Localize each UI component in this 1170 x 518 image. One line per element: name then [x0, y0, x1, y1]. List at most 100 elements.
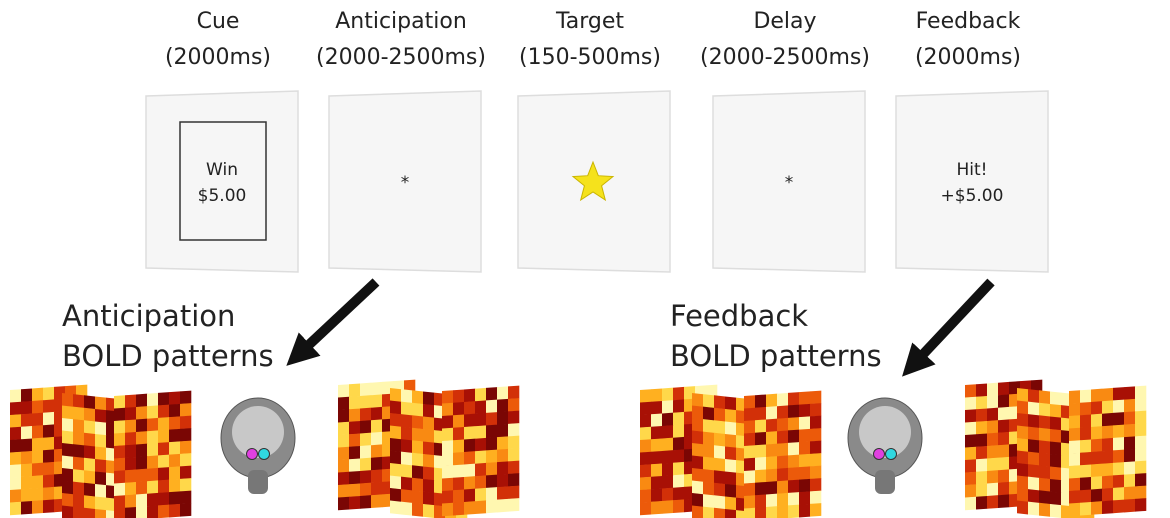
- heat-cell: [703, 406, 715, 421]
- heat-cell: [125, 506, 137, 518]
- heat-cell: [497, 461, 509, 475]
- heat-cell: [10, 489, 22, 503]
- heat-cell: [32, 462, 44, 477]
- heat-cell: [464, 413, 476, 428]
- heat-cell: [1124, 411, 1136, 425]
- heat-cell: [114, 495, 126, 509]
- heat-cell: [755, 444, 767, 459]
- heat-cell: [799, 391, 811, 405]
- heat-cell: [799, 491, 811, 505]
- heat-cell: [62, 493, 74, 507]
- heat-cell: [21, 500, 33, 515]
- roi-right: [258, 448, 270, 460]
- heat-cell: [338, 421, 350, 436]
- heat-cell: [1102, 462, 1114, 477]
- heat-cell: [84, 495, 96, 510]
- heat-cell: [158, 504, 170, 518]
- heat-cell: [508, 460, 520, 475]
- heat-cell: [662, 412, 674, 427]
- heat-cell: [95, 433, 107, 448]
- heat-cell: [114, 407, 126, 422]
- heat-cell: [180, 478, 192, 492]
- heat-cell: [1135, 498, 1147, 512]
- heat-cell: [673, 424, 685, 438]
- heat-cell: [180, 465, 192, 480]
- panel-text: $5.00: [198, 186, 247, 206]
- heat-cell: [998, 381, 1010, 396]
- heat-cell: [147, 467, 159, 482]
- heat-cell: [1069, 477, 1081, 492]
- heat-cell: [43, 411, 55, 426]
- heat-cell: [1028, 414, 1040, 429]
- heat-cell: [976, 483, 988, 498]
- heat-cell: [180, 390, 192, 405]
- heat-cell: [744, 432, 756, 447]
- heat-cell: [673, 499, 685, 513]
- heat-cell: [169, 428, 181, 443]
- heat-cell: [464, 488, 476, 503]
- heat-cell: [998, 481, 1010, 496]
- heat-cell: [766, 431, 778, 445]
- heat-cell: [486, 462, 498, 476]
- heat-cell: [1039, 490, 1051, 505]
- heat-cell: [401, 464, 413, 479]
- heat-cell: [744, 507, 756, 518]
- heat-cell: [1017, 475, 1029, 490]
- heat-cell: [692, 418, 704, 432]
- heat-cell: [73, 444, 85, 459]
- heat-cell: [1113, 499, 1125, 514]
- heat-cell: [136, 506, 148, 518]
- stage-title: Target: [555, 9, 624, 34]
- heat-cell: [401, 451, 413, 466]
- heat-cell: [390, 400, 402, 415]
- heat-cell: [744, 407, 756, 422]
- heat-cell: [714, 457, 726, 472]
- heat-cell: [640, 389, 652, 403]
- heat-cell: [1050, 503, 1062, 518]
- heat-cell: [349, 495, 361, 510]
- screen-panel: [895, 90, 1049, 273]
- heat-cell: [497, 411, 509, 425]
- heat-cell: [799, 503, 811, 518]
- heat-cell: [84, 470, 96, 485]
- heat-cell: [651, 438, 663, 453]
- heat-cell: [390, 425, 402, 440]
- heat-cell: [169, 441, 181, 455]
- heat-cell: [1113, 387, 1125, 401]
- heat-cell: [136, 418, 148, 433]
- heat-cell: [725, 421, 737, 436]
- heat-cell: [1069, 490, 1081, 504]
- heat-cell: [169, 416, 181, 430]
- heat-cell: [401, 439, 413, 454]
- heat-cell: [423, 391, 435, 406]
- heat-cell: [43, 474, 55, 488]
- heat-cell: [1028, 464, 1040, 479]
- heat-cell: [32, 437, 44, 452]
- heat-cell: [508, 423, 520, 437]
- heat-cell: [640, 414, 652, 428]
- heat-cell: [136, 406, 148, 420]
- heat-cell: [799, 416, 811, 430]
- heat-cell: [158, 454, 170, 469]
- heat-cell: [486, 499, 498, 514]
- heat-cell: [423, 453, 435, 468]
- heat-cell: [1050, 403, 1062, 418]
- heat-cell: [1069, 402, 1081, 417]
- heat-cell: [725, 433, 737, 448]
- heat-cell: [1028, 451, 1040, 466]
- heat-cell: [810, 403, 822, 417]
- heat-cell: [1039, 402, 1051, 417]
- heat-cell: [725, 396, 737, 411]
- heat-cell: [486, 412, 498, 426]
- heat-cell: [651, 463, 663, 478]
- heat-cell: [453, 464, 465, 479]
- heat-cell: [475, 487, 487, 502]
- stage-duration: (2000-2500ms): [316, 45, 486, 70]
- heat-cell: [766, 393, 778, 408]
- heat-cell: [114, 445, 126, 459]
- stage-duration: (2000-2500ms): [700, 45, 870, 70]
- heat-cell: [1102, 425, 1114, 439]
- heat-cell: [744, 395, 756, 409]
- panel-text: +$5.00: [941, 186, 1004, 206]
- heat-cell: [360, 407, 372, 422]
